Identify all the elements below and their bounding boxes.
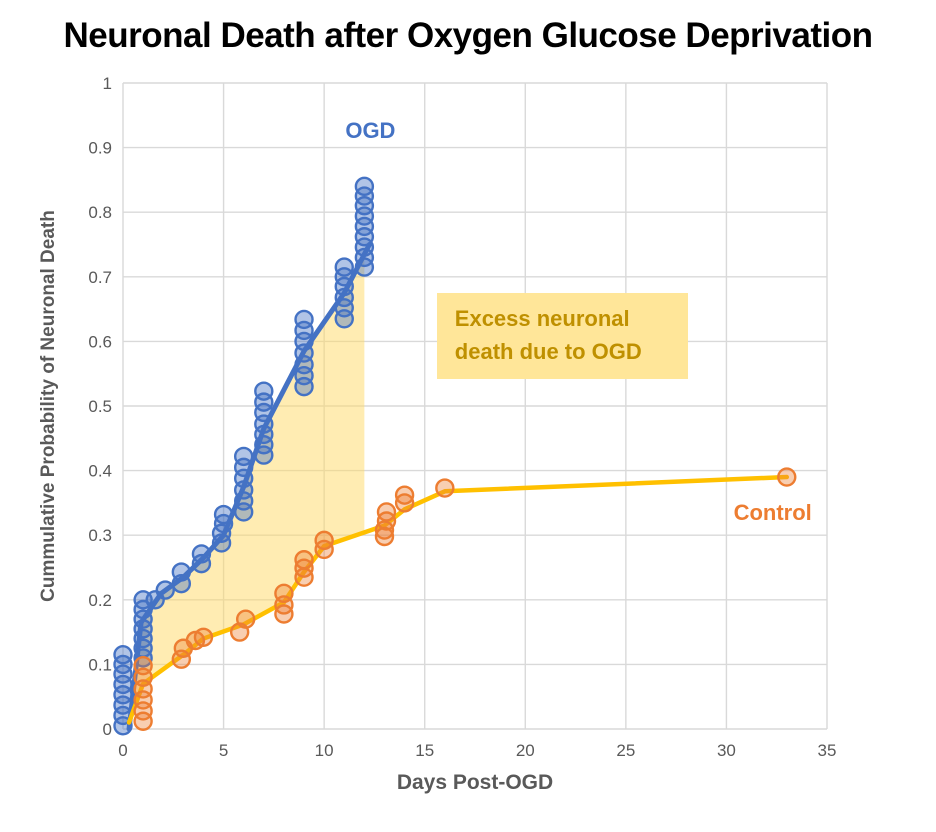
y-tick-label: 0.4 bbox=[88, 462, 112, 481]
ogd-data-point bbox=[334, 257, 354, 277]
control-data-point bbox=[394, 485, 415, 505]
y-tick-label: 0.7 bbox=[88, 268, 112, 287]
y-tick-label: 1 bbox=[103, 74, 112, 93]
ogd-data-point bbox=[171, 562, 192, 582]
control-data-point bbox=[314, 530, 334, 551]
ogd-data-point bbox=[254, 381, 274, 401]
control-data-point bbox=[133, 655, 153, 676]
y-tick-label: 0.5 bbox=[88, 397, 112, 416]
y-tick-label: 0.8 bbox=[88, 203, 112, 222]
control-data-point bbox=[274, 583, 294, 604]
excess-death-annotation: Excess neuronal death due to OGD bbox=[436, 292, 688, 379]
control-data-point bbox=[193, 627, 214, 647]
ogd-data-point bbox=[233, 446, 254, 467]
ogd-data-point bbox=[213, 504, 234, 525]
excess-annotation-line2: death due to OGD bbox=[454, 338, 642, 364]
y-tick-label: 0.2 bbox=[88, 591, 112, 610]
ogd-data-point bbox=[354, 176, 375, 197]
x-tick-label: 35 bbox=[818, 741, 837, 760]
y-tick-label: 0.3 bbox=[88, 526, 112, 545]
ogd-data-point bbox=[294, 309, 314, 330]
ogd-data-point bbox=[191, 544, 212, 564]
y-tick-label: 0.1 bbox=[88, 655, 112, 674]
series-label-ogd: OGD bbox=[345, 118, 396, 144]
x-tick-label: 25 bbox=[616, 741, 635, 760]
control-data-point bbox=[777, 467, 797, 487]
x-tick-label: 5 bbox=[219, 741, 228, 760]
x-tick-label: 15 bbox=[415, 741, 434, 760]
control-data-point bbox=[235, 609, 256, 629]
x-tick-label: 0 bbox=[118, 741, 127, 760]
x-tick-label: 20 bbox=[516, 741, 535, 760]
y-tick-label: 0 bbox=[103, 720, 112, 739]
control-data-point bbox=[294, 550, 314, 570]
y-tick-label: 0.9 bbox=[88, 139, 112, 158]
chart-title: Neuronal Death after Oxygen Glucose Depr… bbox=[63, 16, 873, 55]
series-label-control: Control bbox=[733, 499, 812, 525]
x-tick-label: 10 bbox=[315, 741, 334, 760]
control-data-point bbox=[374, 526, 395, 547]
control-data-point bbox=[376, 502, 397, 522]
x-axis-title: Days Post-OGD bbox=[396, 771, 554, 794]
x-tick-label: 30 bbox=[717, 741, 736, 760]
excess-annotation-line1: Excess neuronal bbox=[454, 305, 630, 331]
ogd-data-point bbox=[155, 580, 175, 600]
ogd-data-point bbox=[113, 645, 133, 665]
y-tick-label: 0.6 bbox=[88, 332, 112, 351]
control-data-point bbox=[435, 478, 455, 498]
